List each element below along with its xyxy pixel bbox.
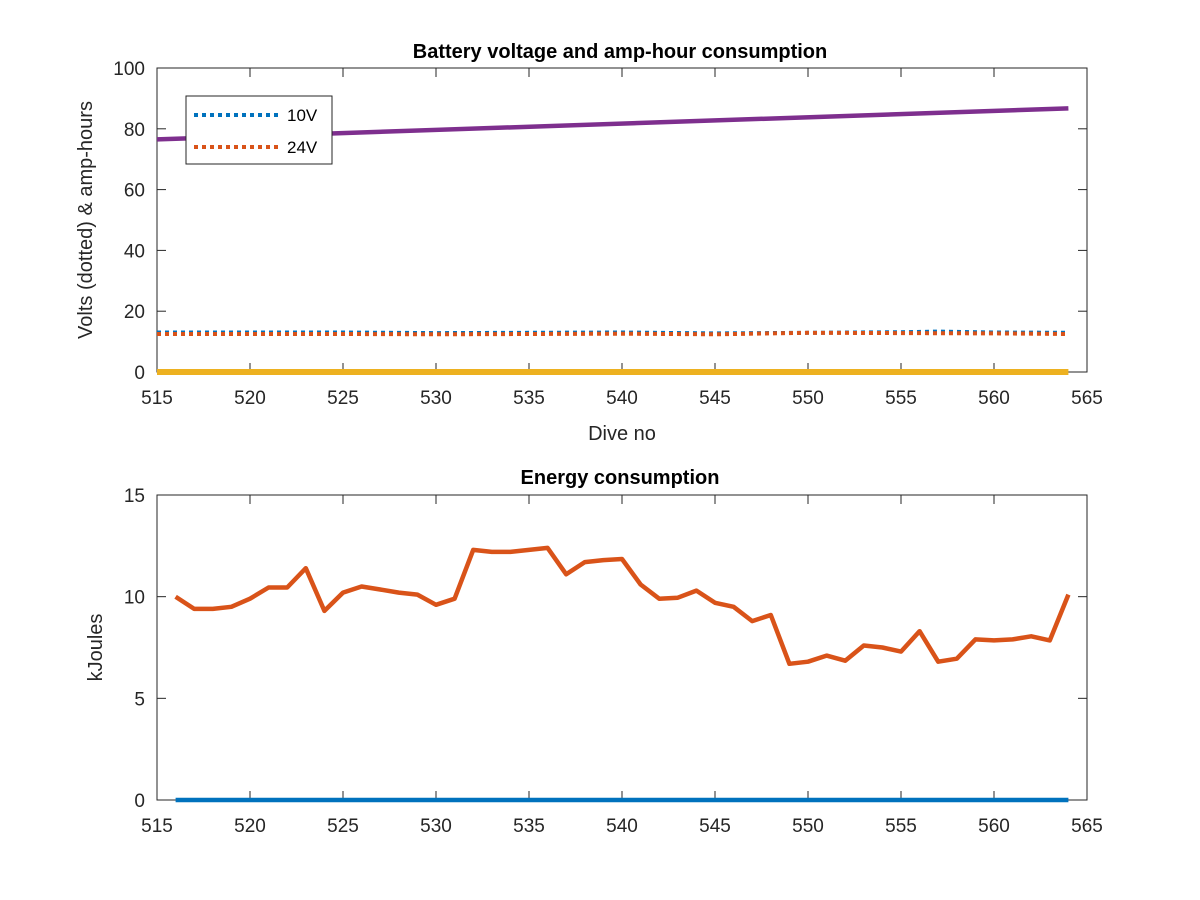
- x-tick-label: 540: [606, 816, 638, 837]
- x-tick-label: 560: [978, 388, 1010, 409]
- series-line-0: [174, 545, 1071, 667]
- legend-box: [185, 95, 333, 165]
- x-tick-label: 550: [792, 816, 824, 837]
- y-tick-label: 80: [124, 120, 145, 141]
- x-tick-label: 555: [885, 816, 917, 837]
- x-tick-label: 560: [978, 816, 1010, 837]
- x-tick-label: 525: [327, 388, 359, 409]
- y-tick-label: 40: [124, 241, 145, 262]
- y-tick-label: 100: [113, 59, 145, 80]
- x-tick-label: 540: [606, 388, 638, 409]
- x-tick-label: 545: [699, 388, 731, 409]
- voltage-amphour-plot: 515 520 525 530 535 540 545 550 555 560 565 0 20 40 60…: [75, 41, 1103, 445]
- chart-title: Battery voltage and amp-hour consumption: [413, 41, 827, 63]
- x-tick-label: 555: [885, 388, 917, 409]
- legend-entry-label: 24V: [287, 138, 318, 157]
- y-tick-label: 20: [124, 302, 145, 323]
- y-tick-label: 15: [124, 486, 145, 507]
- x-tick-label: 530: [420, 388, 452, 409]
- y-axis-label: kJoules: [85, 614, 107, 682]
- x-tick-label: 565: [1071, 816, 1103, 837]
- x-tick-label: 525: [327, 816, 359, 837]
- energy-consumption-plot: 515 520 525 530 535 540 545 550 555 560 565 0 5 10 15 E…: [85, 467, 1103, 837]
- x-tick-label: 535: [513, 388, 545, 409]
- series-line-24v: [157, 330, 1069, 337]
- x-tick-label: 515: [141, 388, 173, 409]
- legend-entry-label: 10V: [287, 106, 318, 125]
- y-tick-label: 60: [124, 181, 145, 202]
- x-axis-label: Dive no: [588, 423, 656, 445]
- x-tick-label: 550: [792, 388, 824, 409]
- x-tick-label: 515: [141, 816, 173, 837]
- y-tick-label: 0: [134, 791, 145, 812]
- x-tick-label: 520: [234, 388, 266, 409]
- plot-area-box: [156, 494, 1088, 801]
- x-tick-label: 545: [699, 816, 731, 837]
- y-tick-label: 0: [134, 363, 145, 384]
- x-tick-label: 520: [234, 816, 266, 837]
- x-tick-label: 565: [1071, 388, 1103, 409]
- x-tick-label: 530: [420, 816, 452, 837]
- y-axis-label: Volts (dotted) & amp-hours: [75, 101, 97, 339]
- legend: 10V 24V: [185, 95, 333, 165]
- y-tick-label: 5: [134, 689, 145, 710]
- y-tick-label: 10: [124, 588, 145, 609]
- chart-title: Energy consumption: [521, 467, 720, 489]
- x-tick-label: 535: [513, 816, 545, 837]
